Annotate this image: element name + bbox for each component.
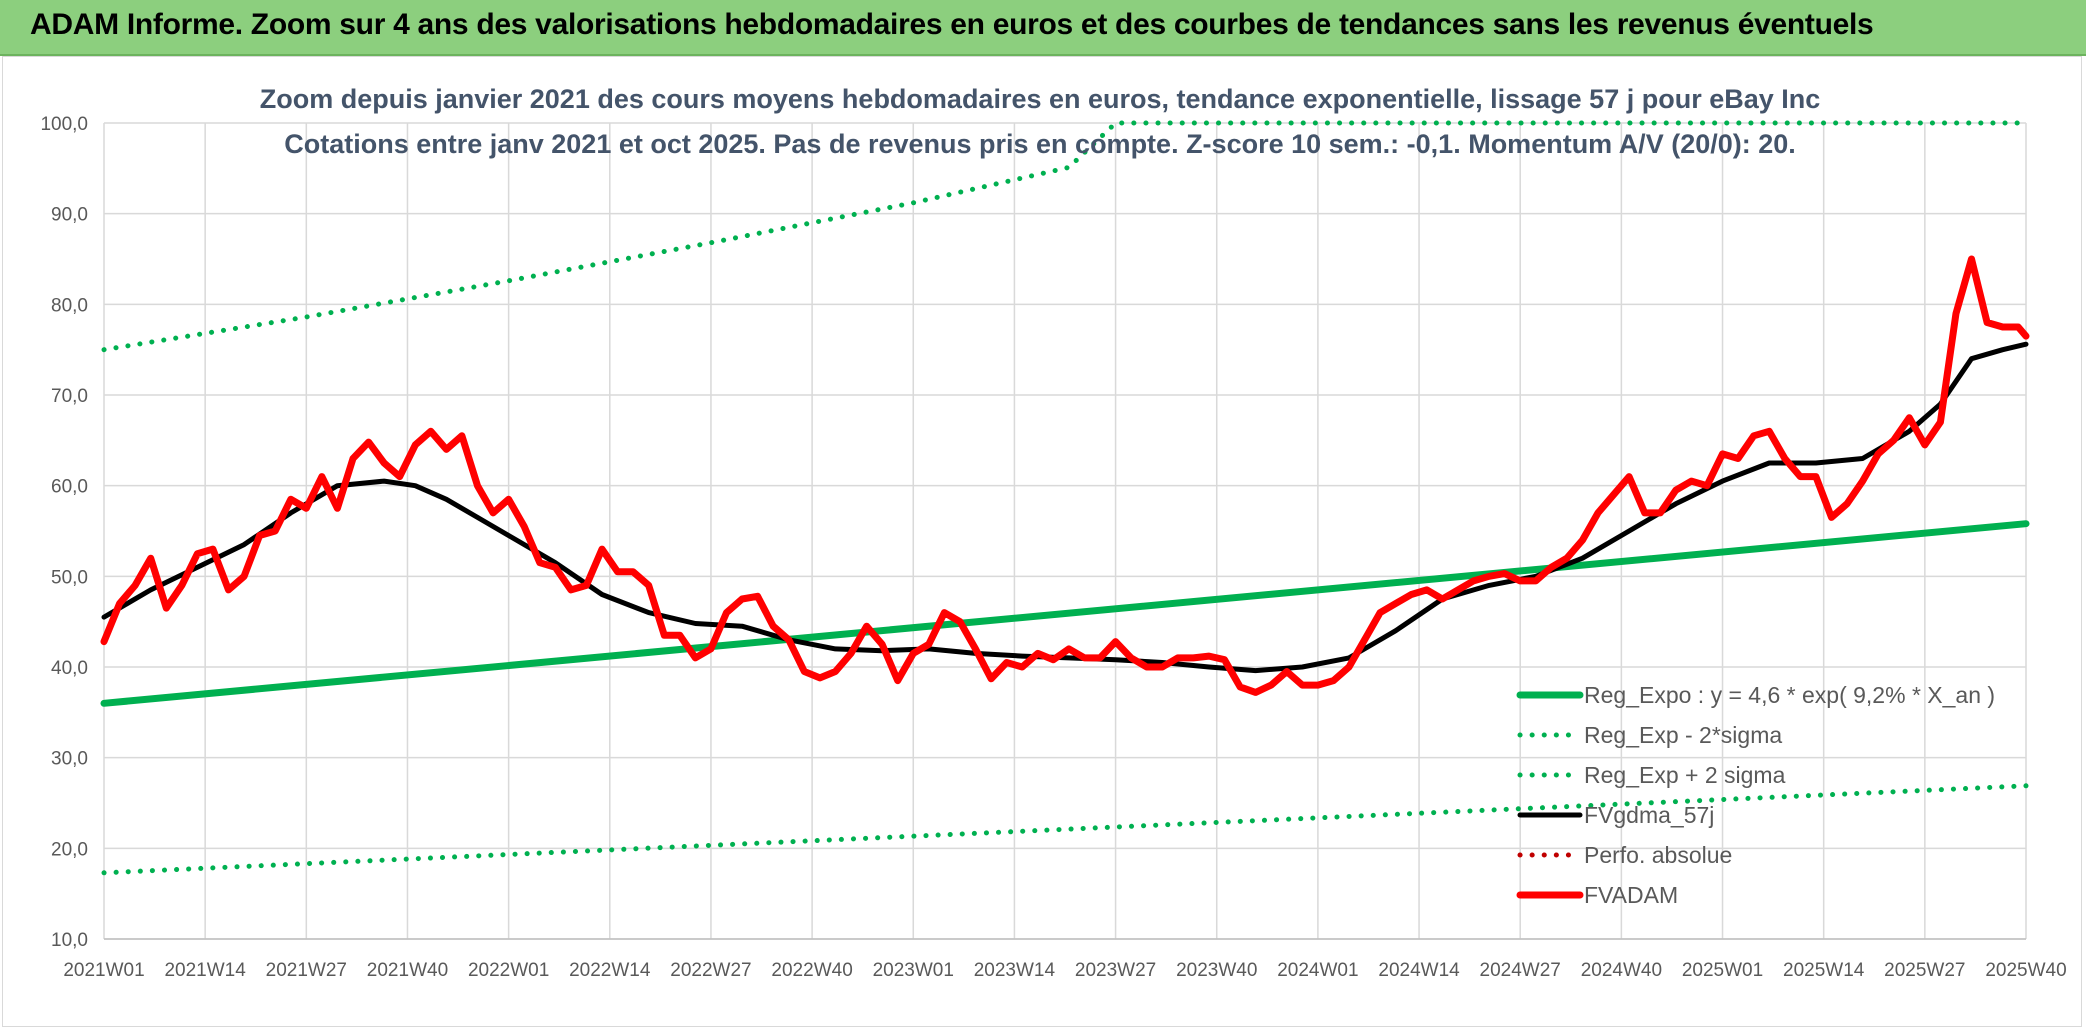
x-tick-label: 2024W40 xyxy=(1581,960,1662,981)
x-tick-label: 2023W27 xyxy=(1075,960,1156,981)
x-tick-label: 2024W14 xyxy=(1378,960,1460,981)
chart-title: Zoom depuis janvier 2021 des cours moyen… xyxy=(260,84,1821,114)
x-tick-label: 2021W14 xyxy=(164,960,246,981)
series-line-3 xyxy=(101,341,2029,674)
y-axis-ticks: 100,0 90,0 80,0 70,0 60,0 50,0 40,0 30,0 20,0 10,… xyxy=(40,114,88,951)
series-layer xyxy=(100,120,2030,876)
x-tick-label: 2021W27 xyxy=(266,960,347,981)
report-title: ADAM Informe. Zoom sur 4 ans des valoris… xyxy=(30,8,1874,41)
x-tick-label: 2024W27 xyxy=(1480,960,1561,981)
y-tick-label: 100,0 xyxy=(40,114,88,135)
y-tick-label: 20,0 xyxy=(51,839,88,860)
x-tick-label: 2025W40 xyxy=(1985,960,2066,981)
x-tick-label: 2023W14 xyxy=(974,960,1056,981)
grid-layer xyxy=(103,122,2027,940)
x-tick-label: 2022W40 xyxy=(771,960,852,981)
legend-label: Reg_Exp - 2*sigma xyxy=(1584,722,1782,748)
y-tick-label: 30,0 xyxy=(51,749,88,770)
x-tick-label: 2022W01 xyxy=(468,960,549,981)
y-tick-label: 50,0 xyxy=(51,567,88,588)
chart-frame xyxy=(2,56,2082,1027)
y-tick-label: 10,0 xyxy=(51,930,88,951)
legend-label: Reg_Exp + 2 sigma xyxy=(1584,762,1786,788)
x-tick-label: 2022W14 xyxy=(569,960,651,981)
series-line-1 xyxy=(101,783,2029,876)
x-tick-label: 2025W27 xyxy=(1884,960,1965,981)
x-tick-label: 2024W01 xyxy=(1277,960,1358,981)
x-tick-label: 2023W40 xyxy=(1176,960,1257,981)
y-tick-label: 70,0 xyxy=(51,386,88,407)
y-tick-label: 40,0 xyxy=(51,658,88,679)
y-tick-label: 90,0 xyxy=(51,205,88,226)
x-axis-ticks: 2021W01 2021W14 2021W27 2021W40 2022W01 2022W… xyxy=(63,960,2066,981)
x-tick-label: 2022W27 xyxy=(670,960,751,981)
legend-label: Reg_Expo : y = 4,6 * exp( 9,2% * X_an ) xyxy=(1584,682,1995,708)
series-line-5 xyxy=(100,255,2030,696)
x-tick-label: 2021W40 xyxy=(367,960,448,981)
legend-label: FVADAM xyxy=(1584,882,1678,908)
x-tick-label: 2025W01 xyxy=(1682,960,1763,981)
chart-legend: Reg_Expo : y = 4,6 * exp( 9,2% * X_an ) R… xyxy=(1516,682,1995,908)
x-tick-label: 2025W14 xyxy=(1783,960,1865,981)
y-tick-label: 60,0 xyxy=(51,477,88,498)
x-tick-label: 2023W01 xyxy=(873,960,954,981)
chart-subtitle: Cotations entre janv 2021 et oct 2025. P… xyxy=(284,129,1796,159)
legend-label: Perfo. absolue xyxy=(1584,842,1732,868)
series-line-0 xyxy=(100,520,2030,707)
legend-label: FVgdma_57j xyxy=(1584,802,1714,828)
x-tick-label: 2021W01 xyxy=(63,960,144,981)
report-banner: ADAM Informe. Zoom sur 4 ans des valoris… xyxy=(0,0,2086,56)
y-tick-label: 80,0 xyxy=(51,295,88,316)
